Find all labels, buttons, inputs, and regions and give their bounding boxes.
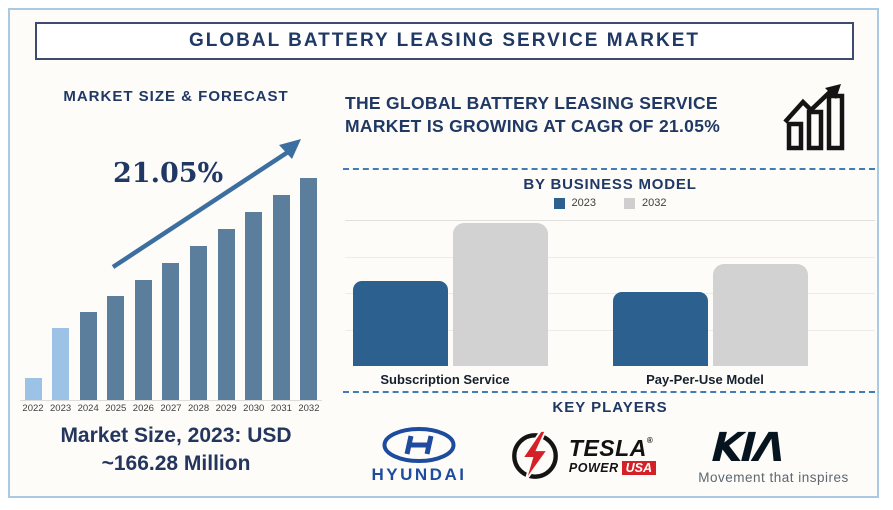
forecast-year-label-2030: 2030	[243, 403, 265, 414]
hyundai-emblem-icon	[382, 427, 456, 463]
gridline	[345, 256, 875, 258]
gridline	[345, 293, 875, 294]
forecast-year-label-2027: 2027	[160, 403, 182, 414]
bm-category-label-subscription: Subscription Service	[380, 372, 510, 387]
forecast-column-2028	[186, 158, 212, 400]
forecast-year-label-2022: 2022	[22, 403, 44, 414]
market-forecast-panel: MARKET SIZE & FORECAST 2022 2023 2024 2025 2…	[18, 88, 334, 498]
legend-item-2023: 2023	[553, 197, 596, 209]
right-panel: THE GLOBAL BATTERY LEASING SERVICE MARKE…	[340, 84, 880, 498]
forecast-chart-title: MARKET SIZE & FORECAST	[63, 88, 289, 105]
forecast-year-label-2028: 2028	[187, 403, 210, 414]
forecast-column-2029	[213, 158, 239, 400]
forecast-bar-2024	[79, 312, 97, 400]
legend-label-2032: 2032	[642, 197, 667, 209]
page-title: GLOBAL BATTERY LEASING SERVICE MARKET	[188, 30, 701, 51]
forecast-bar-2023	[52, 328, 70, 400]
forecast-year-label-2029: 2029	[215, 403, 237, 414]
forecast-year-label-2026: 2026	[132, 403, 154, 414]
gridline	[345, 220, 875, 221]
trend-arrow-icon	[111, 139, 301, 269]
kia-wordmark-text: KIΛ	[706, 427, 791, 467]
business-model-title: BY BUSINESS MODEL	[523, 176, 697, 193]
market-size-note: Market Size, 2023: USD ~166.28 Million	[18, 422, 334, 477]
forecast-bar-2025	[107, 296, 125, 400]
hyundai-wordmark: HYUNDAI	[371, 465, 467, 484]
header-title-box: GLOBAL BATTERY LEASING SERVICE MARKET	[35, 22, 854, 60]
bm-category-label-payperuse: Pay-Per-Use Model	[646, 372, 764, 387]
legend-label-2023: 2023	[571, 197, 596, 209]
gridline	[345, 329, 875, 331]
growth-chart-icon	[783, 84, 845, 151]
key-players-title: KEY PLAYERS	[552, 399, 668, 416]
bm-bar-2032-1	[713, 264, 808, 366]
tesla-power-usa-line: POWER USA	[568, 461, 657, 475]
business-model-chart	[345, 220, 875, 366]
kia-wordmark-icon: KIΛ	[706, 427, 791, 467]
forecast-column-2024	[75, 158, 101, 400]
bm-bar-2023-0	[353, 281, 448, 366]
forecast-column-2026	[130, 158, 156, 400]
market-size-note-line1: Market Size, 2023: USD	[60, 424, 292, 447]
tesla-wordmark: TESLA®	[569, 437, 653, 460]
forecast-column-2023	[48, 158, 74, 400]
forecast-bar-2029	[217, 229, 235, 400]
forecast-column-2031	[268, 158, 294, 400]
bm-bars-1	[613, 264, 808, 366]
kia-tagline: Movement that inspires	[698, 470, 849, 485]
forecast-column-2022	[20, 158, 46, 400]
tesla-wordmark-block: TESLA® POWER USA	[568, 437, 657, 475]
forecast-bar-2022	[24, 378, 42, 400]
bm-bar-2023-1	[613, 292, 708, 366]
forecast-column-2030	[241, 158, 267, 400]
forecast-column-2025	[103, 158, 129, 400]
dashed-separator-bottom	[343, 391, 875, 393]
tesla-wordmark-text: TESLA	[568, 435, 647, 461]
forecast-bar-2027	[162, 263, 180, 400]
forecast-bar-2028	[190, 246, 208, 400]
forecast-year-label-2031: 2031	[270, 403, 292, 414]
dashed-separator-top	[343, 168, 875, 170]
hyundai-logo: HYUNDAI	[344, 427, 494, 485]
tesla-usa-badge: USA	[621, 461, 657, 475]
key-players-row: HYUNDAI TESLA® POWER USA KIΛ Movement	[344, 421, 876, 491]
registered-mark: ®	[646, 436, 654, 445]
forecast-year-axis: 2022 2023 2024 2025 2026 2027 2028 2029 2030 2031…	[20, 403, 322, 414]
market-size-note-line2: ~166.28 Million	[101, 451, 251, 475]
cagr-annotation: 21.05%	[113, 158, 224, 189]
kia-logo: KIΛ Movement that inspires	[671, 427, 876, 485]
tesla-bolt-icon	[512, 430, 558, 482]
legend-swatch-2023	[553, 197, 565, 209]
cagr-headline: THE GLOBAL BATTERY LEASING SERVICE MARKE…	[345, 93, 721, 137]
forecast-year-label-2032: 2032	[298, 403, 320, 414]
forecast-chart-columns	[20, 158, 322, 401]
legend-swatch-2032	[624, 197, 635, 209]
forecast-year-label-2023: 2023	[50, 403, 72, 414]
forecast-column-2027	[158, 158, 184, 400]
tesla-power-wordmark: POWER	[568, 461, 619, 475]
forecast-bar-2026	[134, 280, 152, 400]
forecast-bar-2032	[300, 178, 318, 400]
forecast-bar-2031	[272, 195, 290, 400]
legend-item-2032: 2032	[624, 197, 666, 209]
business-model-legend: 2023 2032	[340, 197, 880, 209]
forecast-bar-2030	[245, 212, 263, 400]
forecast-year-label-2025: 2025	[105, 403, 127, 414]
tesla-power-usa-logo: TESLA® POWER USA	[495, 430, 670, 482]
page-frame	[8, 8, 879, 498]
bm-bars-0	[353, 223, 548, 366]
bm-bar-2032-0	[453, 223, 548, 366]
forecast-column-2032	[296, 158, 322, 400]
forecast-year-label-2024: 2024	[77, 403, 99, 414]
